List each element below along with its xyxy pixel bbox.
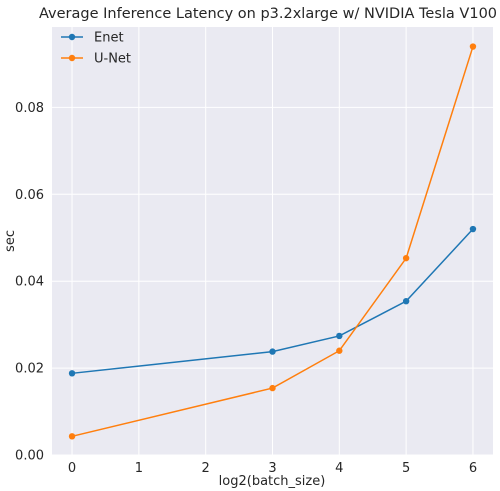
series-u-net: [68, 43, 477, 440]
data-point-u-net: [269, 384, 276, 392]
data-point-enet: [402, 297, 410, 305]
y-tick-label: 0.06: [15, 188, 44, 203]
data-point-enet: [68, 370, 76, 377]
x-tick-label: 1: [135, 461, 143, 476]
y-tick-label: 0.08: [15, 101, 44, 116]
legend-item-enet: Enet: [61, 31, 124, 46]
y-tick-label: 0.04: [15, 275, 44, 290]
data-point-enet: [469, 225, 477, 233]
x-tick-label: 0: [68, 461, 76, 476]
legend-swatch-marker: [68, 33, 76, 41]
x-axis-label: log2(batch_size): [219, 474, 326, 489]
y-tick-label: 0.02: [15, 362, 44, 377]
legend-item-u-net: U-Net: [61, 52, 131, 67]
y-tick-label: 0.00: [15, 449, 44, 464]
x-tick-label: 4: [335, 461, 343, 476]
x-tick-label: 6: [469, 461, 477, 476]
legend-label: U-Net: [94, 52, 131, 67]
series-group: [68, 43, 477, 440]
legend: Enet U-Net: [61, 31, 131, 67]
legend-swatch-marker: [68, 54, 76, 62]
data-point-u-net: [469, 43, 477, 50]
x-tick-label: 3: [268, 461, 276, 476]
data-point-enet: [269, 348, 276, 355]
data-point-u-net: [336, 347, 343, 354]
y-axis-label: sec: [3, 230, 18, 252]
series-enet: [68, 225, 477, 377]
data-point-enet: [336, 332, 343, 340]
grid: [52, 27, 493, 456]
chart-title: Average Inference Latency on p3.2xlarge …: [39, 6, 497, 22]
data-point-u-net: [402, 254, 410, 262]
legend-label: Enet: [94, 31, 124, 46]
x-tick-label: 5: [402, 461, 410, 476]
x-tick-label: 2: [202, 461, 210, 476]
data-point-u-net: [68, 433, 76, 440]
x-axis: 0 1 2 3 4 5 6: [68, 461, 477, 476]
y-axis: 0.00 0.02 0.04 0.06 0.08: [15, 101, 44, 464]
